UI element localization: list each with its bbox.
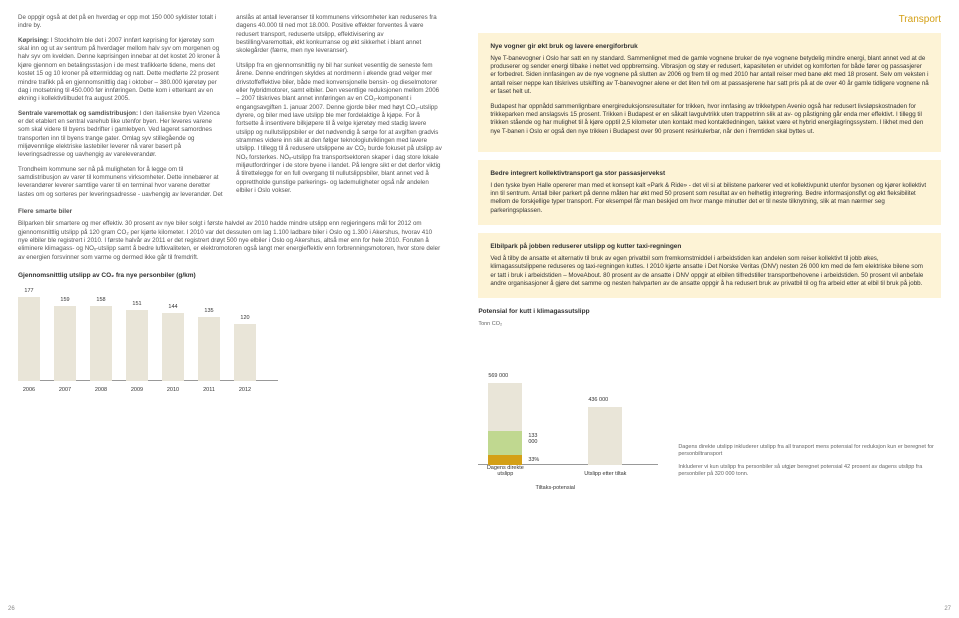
bedre-title: Bedre integrert kollektivtransport ga st… <box>490 170 929 179</box>
nye-vogner-box: Nye vogner gir økt bruk og lavere energi… <box>478 33 941 152</box>
bar-value: 120 <box>234 315 256 321</box>
elbil-title: Elbilpark på jobben reduserer utslipp og… <box>490 243 929 252</box>
stack-note2: Inkluderer vi kun utslipp fra personbile… <box>678 464 941 478</box>
bar: 1582008 <box>90 306 112 381</box>
bar: 1352011 <box>198 317 220 381</box>
stack-bar: 436 000Utslipp etter tiltak <box>588 407 622 465</box>
stack-bar: 133 00033%569 000Dagens direkte utslipp <box>488 383 522 465</box>
budapest-text: Budapest har oppnådd sammenlignbare ener… <box>490 103 929 136</box>
nye-vogner-text: Nye T-banevogner i Oslo har satt en ny s… <box>490 55 929 97</box>
bar-year: 2010 <box>162 387 184 393</box>
bar-value: 158 <box>90 297 112 303</box>
bar-value: 177 <box>18 288 40 294</box>
page-num-left: 26 <box>8 606 15 612</box>
bar-year: 2012 <box>234 387 256 393</box>
bar-chart-title: Gjennomsnittlig utslipp av CO₂ fra nye p… <box>18 272 442 279</box>
koprising-text: Køprising: I Stockholm ble det i 2007 in… <box>18 37 224 104</box>
stack-category: Dagens direkte utslipp <box>483 465 527 477</box>
bedre-box: Bedre integrert kollektivtransport ga st… <box>478 160 941 225</box>
bar-value: 159 <box>54 297 76 303</box>
page-num-right: 27 <box>944 606 951 612</box>
flere-biler-title: Flere smarte biler <box>18 208 442 217</box>
bar-value: 151 <box>126 301 148 307</box>
segment-label: 33% <box>528 457 539 463</box>
stack-segment: 33% <box>488 455 522 465</box>
bar-year: 2007 <box>54 387 76 393</box>
stack-chart-title: Potensial for kutt i klimagassutslipp <box>478 308 658 315</box>
bar: 1512009 <box>126 310 148 381</box>
stack-segment: 133 000 <box>488 431 522 455</box>
stack-top-value: 569 000 <box>488 373 538 379</box>
stack-category: Tiltaks-potensial <box>533 485 577 491</box>
bar-value: 135 <box>198 308 220 314</box>
utslipp-text: Utslipp fra en gjennomsnittlig ny bil ha… <box>236 62 442 196</box>
bar: 1442010 <box>162 313 184 381</box>
bar-year: 2008 <box>90 387 112 393</box>
bar-year: 2011 <box>198 387 220 393</box>
koprising-label: Køprising: <box>18 37 49 44</box>
bar-chart: 1772006159200715820081512009144201013520… <box>18 285 278 395</box>
bar: 1592007 <box>54 306 76 381</box>
bar-year: 2009 <box>126 387 148 393</box>
segment-label: 436 000 <box>588 397 608 403</box>
elbil-box: Elbilpark på jobben reduserer utslipp og… <box>478 233 941 298</box>
stack-segment <box>488 383 522 431</box>
stack-chart: 133 00033%569 000Dagens direkte utslippT… <box>478 329 658 479</box>
stack-category: Utslipp etter tiltak <box>583 471 627 477</box>
koprising-body: I Stockholm ble det i 2007 innført køpri… <box>18 37 220 103</box>
bar-year: 2006 <box>18 387 40 393</box>
varemottak-text: Sentrale varemottak og samdistribusjon: … <box>18 110 224 160</box>
stack-chart-subtitle: Tonn CO₂ <box>478 321 658 328</box>
nye-vogner-title: Nye vogner gir økt bruk og lavere energi… <box>490 43 929 52</box>
varemottak-label: Sentrale varemottak og samdistribusjon: <box>18 110 138 117</box>
flere-biler-text: Bilparken blir smartere og mer effektiv.… <box>18 220 442 262</box>
bedre-text: I den tyske byen Halle opererer man med … <box>490 182 929 215</box>
stack-note1: Dagens direkte utslipp inkluderer utslip… <box>678 444 941 458</box>
bar: 1202012 <box>234 324 256 381</box>
elbil-text: Ved å tilby de ansatte et alternativ til… <box>490 255 929 288</box>
intro-text: De oppgir også at det på en hverdag er o… <box>18 14 224 31</box>
bar: 1772006 <box>18 297 40 381</box>
segment-label: 133 000 <box>528 433 537 445</box>
section-title: Transport <box>478 14 941 25</box>
bar-value: 144 <box>162 304 184 310</box>
stack-segment <box>588 407 622 465</box>
